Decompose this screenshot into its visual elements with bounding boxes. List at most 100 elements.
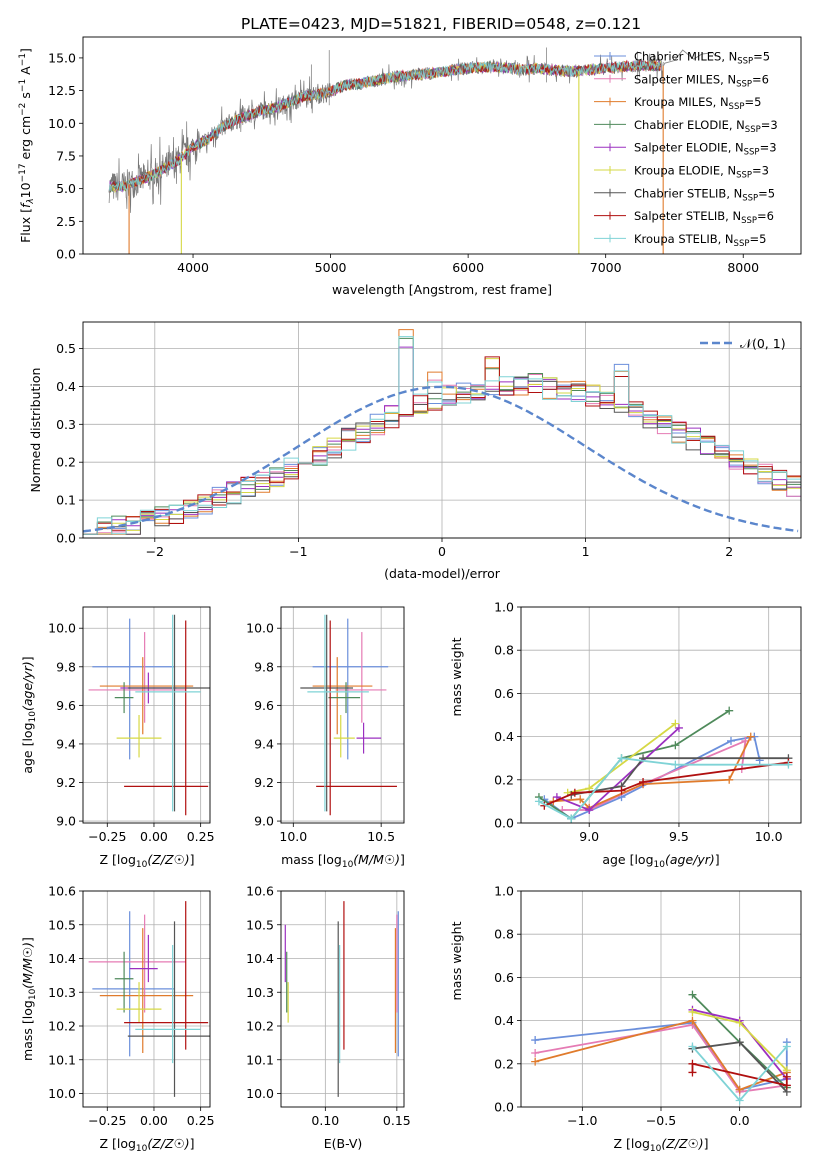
- legend-label-sub: SSP: [745, 125, 761, 135]
- weight-marker: [534, 797, 543, 806]
- label-part: ]: [18, 48, 33, 53]
- weight-series: [535, 1023, 787, 1093]
- label-part: age [log: [602, 852, 653, 867]
- label-part: (Z/Z☉): [661, 1136, 703, 1151]
- plot-area: [534, 706, 793, 823]
- weight-marker: [725, 706, 734, 715]
- label-part: ]: [20, 937, 35, 942]
- y-tick-label: 0.8: [494, 643, 514, 658]
- y-tick-label: 10.0: [246, 621, 274, 636]
- y-tick-label: 10.6: [246, 884, 274, 899]
- weight-marker: [688, 1059, 697, 1068]
- label-sup: −1: [18, 79, 28, 92]
- x-tick-label: 0: [438, 544, 446, 559]
- y-tick-label: 10.4: [246, 951, 274, 966]
- weight-marker: [782, 1081, 791, 1090]
- weight-marker: [567, 814, 576, 823]
- weight-marker: [639, 777, 648, 786]
- legend-label-main: Salpeter ELODIE, N: [634, 141, 744, 155]
- legend-label-n: =3: [761, 118, 778, 132]
- axes-frame: [280, 606, 405, 824]
- weight-marker: [688, 1007, 697, 1016]
- legend-label-main: Salpeter STELIB, N: [634, 209, 741, 223]
- x-tick-label: 0.0: [730, 1113, 750, 1128]
- label-sub: 10: [342, 860, 354, 870]
- label-part: s: [18, 92, 33, 103]
- legend-label-sub: SSP: [742, 193, 758, 203]
- observed-spectrum-red: [663, 49, 717, 66]
- y-tick-label: 7.5: [56, 148, 76, 163]
- label-sub: 10: [28, 711, 38, 723]
- legend-label-sub: SSP: [734, 239, 750, 249]
- weight-series: [571, 757, 789, 796]
- y-tick-label: 0.3: [56, 417, 76, 432]
- y-tick-label: 9.2: [254, 775, 274, 790]
- label-part: ]: [715, 852, 720, 867]
- label-part: Z [log: [99, 1136, 135, 1151]
- label-part: (Z/Z☉): [147, 1136, 189, 1151]
- x-axis-label: age [log10(age/yr)]: [602, 852, 719, 870]
- plot-area: [83, 329, 801, 535]
- y-tick-label: 9.8: [56, 659, 76, 674]
- legend-label-n: =3: [752, 164, 769, 178]
- legend-label: Chabrier MILES, NSSP=5: [634, 50, 770, 67]
- x-tick-label: 4000: [177, 260, 209, 275]
- plot-area: [88, 614, 210, 816]
- age-vs-mass-panel: 10.0 10.5 9.0 9.2 9.4 9.6 9.8 10.0 mass [log10(M…: [246, 606, 405, 870]
- label-sup: −2: [18, 103, 28, 116]
- weight-marker: [671, 760, 680, 769]
- plot-area: [88, 901, 210, 1097]
- weight-marker: [727, 736, 735, 745]
- residual-histogram: [83, 336, 801, 535]
- legend-label: Kroupa STELIB, NSSP=5: [634, 232, 766, 249]
- weight-series: [691, 1062, 788, 1087]
- label-part: Z [log: [99, 852, 135, 867]
- axes-frame: [280, 890, 405, 1108]
- residual-histogram: [83, 363, 801, 535]
- y-tick-label: 5.0: [56, 181, 76, 196]
- weight-series: [553, 736, 752, 809]
- y-tick-label: 10.5: [246, 917, 274, 932]
- y-tick-label: 15.0: [48, 50, 76, 65]
- x-tick-label: 6000: [452, 260, 484, 275]
- legend-label-main: Chabrier ELODIE, N: [634, 118, 745, 132]
- x-tick-label: −1: [289, 544, 307, 559]
- x-tick-label: 0.00: [140, 1113, 168, 1128]
- x-tick-label: 5000: [315, 260, 347, 275]
- mass-vs-metallicity-panel: −0.25 0.00 0.25 10.0 10.1 10.2 10.3 10.4 10.5 10.…: [20, 884, 215, 1155]
- x-tick-label: −1.0: [567, 1113, 597, 1128]
- y-tick-label: 0.4: [56, 379, 76, 394]
- y-tick-label: 2.5: [56, 214, 76, 229]
- weight-marker: [531, 1057, 540, 1066]
- label-part: 10: [18, 182, 33, 198]
- weight-marker: [735, 1038, 744, 1047]
- y-tick-label: 0.6: [494, 970, 514, 985]
- x-tick-label: −0.5: [646, 1113, 676, 1128]
- legend-label-sub: SSP: [736, 79, 752, 89]
- x-axis-label: wavelength [Angstrom, rest frame]: [332, 282, 552, 297]
- label-sub: 10: [654, 860, 666, 870]
- weight-marker: [531, 1036, 540, 1045]
- y-axis-label: mass weight: [449, 637, 464, 716]
- axes-frame: [82, 321, 802, 539]
- y-axis-label: Normed distribution: [28, 368, 43, 493]
- axes-frame: [82, 606, 211, 824]
- y-tick-label: 0.4: [494, 1013, 514, 1028]
- weight-marker: [671, 741, 680, 750]
- y-axis-label: mass [log10(M/M☉)]: [20, 937, 38, 1061]
- label-part: age [log: [20, 722, 35, 773]
- x-axis-label: Z [log10(Z/Z☉)]: [99, 852, 194, 870]
- y-tick-label: 10.1: [48, 1052, 76, 1067]
- label-part: (M/M☉): [353, 852, 400, 867]
- weight-series: [534, 1019, 788, 1091]
- y-tick-label: 0.0: [56, 247, 76, 262]
- weight-marker: [784, 760, 793, 769]
- plot-area: [284, 901, 399, 1097]
- label-sup: −1: [18, 53, 28, 66]
- axes-frame: [82, 890, 211, 1108]
- legend-label: Chabrier ELODIE, NSSP=3: [634, 118, 778, 135]
- label-sub: 10: [136, 860, 148, 870]
- y-tick-label: 0.0: [494, 816, 514, 831]
